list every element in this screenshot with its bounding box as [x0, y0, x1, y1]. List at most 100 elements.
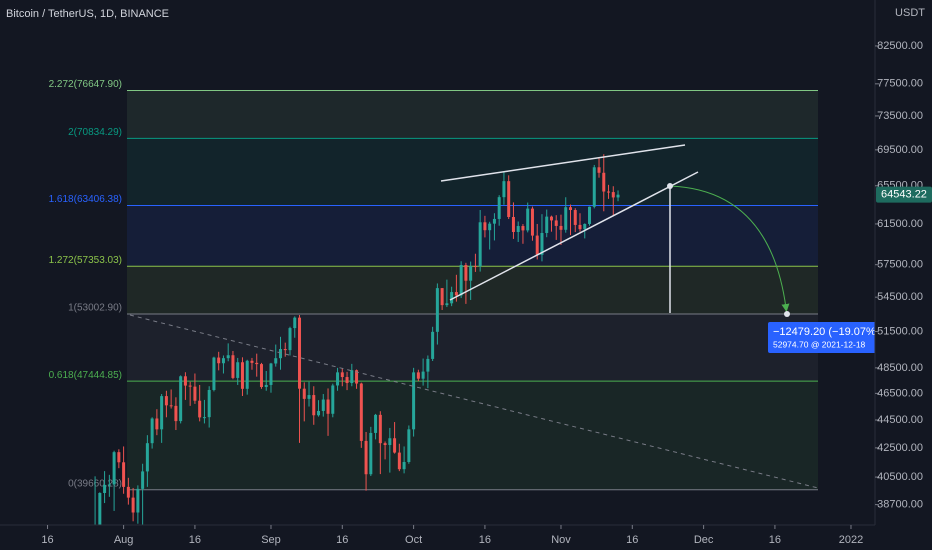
candle-body [583, 223, 587, 230]
candle-body [359, 383, 363, 441]
candle-body [464, 265, 468, 281]
candle-body [554, 220, 558, 226]
fib-label: 1(53002.90) [68, 303, 122, 314]
fib-label: 1.272(57353.03) [49, 255, 122, 266]
y-tick-label: 82500.00 [877, 40, 923, 52]
y-tick-label: 69500.00 [877, 144, 923, 156]
candle-body [107, 484, 111, 486]
candle-body [160, 396, 164, 430]
last-price-tag [876, 186, 932, 203]
candle-body [445, 303, 449, 306]
candle-body [350, 370, 354, 384]
fib-band [127, 90, 818, 139]
candle-body [317, 410, 321, 416]
x-tick-label: 16 [336, 534, 348, 546]
candle-body [588, 206, 592, 224]
y-tick-label: 54500.00 [877, 291, 923, 303]
candle-body [217, 357, 221, 364]
candle-body [307, 395, 311, 399]
candle-body [293, 317, 297, 329]
projection-change: −12479.20 (−19.07%) [773, 326, 879, 338]
y-tick-label: 48500.00 [877, 362, 923, 374]
candle-body [435, 288, 439, 332]
candle-body [98, 492, 102, 525]
candle-body [616, 194, 620, 198]
x-tick-label: Nov [551, 534, 571, 546]
candle-body [298, 317, 302, 389]
candle-body [117, 452, 121, 463]
candle-body [540, 232, 544, 255]
candle-body [302, 388, 306, 399]
candle-body [345, 377, 349, 384]
y-tick-label: 57500.00 [877, 259, 923, 271]
fib-label: 2(70834.29) [68, 127, 122, 138]
candle-body [112, 452, 116, 485]
y-tick-label: 77500.00 [877, 78, 923, 90]
candle-body [573, 210, 577, 225]
candle-body [169, 405, 173, 407]
fib-label: 0.618(47444.85) [49, 370, 122, 381]
candle-body [250, 360, 254, 363]
projection-label: −12479.20 (−19.07%) 52974.70 @ 2021-12-1… [768, 322, 880, 353]
currency: USDT [895, 7, 925, 19]
x-tick-label: Sep [261, 534, 281, 546]
candle-body [483, 222, 487, 231]
candle-body [611, 192, 615, 198]
candle-body [321, 399, 325, 411]
y-tick-label: 51500.00 [877, 325, 923, 337]
candle-body [521, 226, 525, 231]
candle-body [193, 386, 197, 401]
candle-body [364, 440, 368, 475]
candle-body [369, 432, 373, 475]
x-tick-label: 16 [41, 534, 53, 546]
candle-body [597, 167, 601, 173]
candle-body [269, 363, 273, 385]
x-tick-label: Aug [114, 534, 134, 546]
candle-body [198, 400, 202, 418]
candle-body [374, 414, 378, 433]
candle-body [288, 328, 292, 351]
candle-body [383, 443, 387, 446]
candle-body [326, 399, 330, 414]
candle-body [592, 167, 596, 207]
y-tick-label: 73500.00 [877, 110, 923, 122]
upper-trendline [440, 144, 686, 182]
y-tick-label: 40500.00 [877, 471, 923, 483]
candle-body [388, 438, 392, 446]
candle-body [245, 360, 249, 389]
fib-label: 2.272(76647.90) [49, 79, 122, 90]
chart-title: Bitcoin / TetherUS, 1D, BINANCE [6, 8, 169, 20]
fib-band [127, 314, 818, 382]
plot-area: 2.272(76647.90) 2(70834.29) 1.618(63406.38… [49, 79, 818, 525]
candle-body [488, 223, 492, 231]
measure-start [667, 183, 673, 189]
candle-body [355, 370, 359, 384]
candle-body [183, 376, 187, 386]
candle-body [340, 372, 344, 378]
candle-body [549, 216, 553, 221]
y-tick-label: 46500.00 [877, 387, 923, 399]
candle-body [331, 385, 335, 414]
candle-body [402, 462, 406, 470]
candle-body [141, 471, 145, 489]
fib-band [127, 205, 818, 267]
candle-body [469, 266, 473, 281]
candle-body [602, 172, 606, 192]
price-axis [875, 0, 932, 550]
candle-body [255, 362, 259, 365]
candle-body [545, 216, 549, 233]
candle-body [459, 265, 463, 296]
candle-body [578, 224, 582, 230]
candle-body [568, 207, 572, 211]
candle-body [478, 222, 482, 267]
candle-body [397, 452, 401, 470]
candle-body [259, 364, 263, 388]
candle-body [131, 497, 135, 513]
candle-body [530, 208, 534, 236]
candle-body [336, 372, 340, 386]
candle-body [231, 355, 235, 378]
x-tick-label: 16 [189, 534, 201, 546]
candle-body [226, 355, 230, 359]
candle-body [497, 197, 501, 219]
candle-body [174, 405, 178, 422]
